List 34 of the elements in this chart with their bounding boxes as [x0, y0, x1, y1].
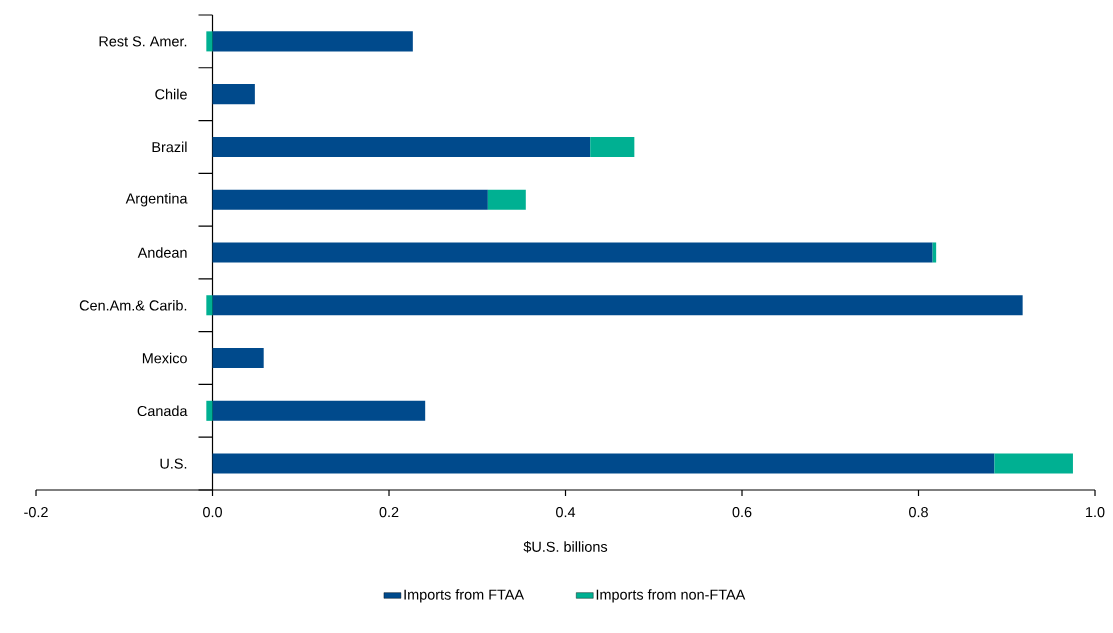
- y-tick-label: Brazil: [152, 141, 187, 153]
- bar: [212, 84, 255, 105]
- bar: [206, 295, 213, 316]
- x-tick-label: 0.0: [203, 506, 222, 518]
- x-tick-label: 0.4: [556, 506, 576, 518]
- legend-label: Imports from non-FTAA: [596, 589, 746, 603]
- bar: [206, 400, 213, 421]
- bar: [212, 400, 426, 421]
- x-tick-label: 0.6: [732, 506, 752, 518]
- x-tick-label: 0.8: [909, 506, 928, 518]
- x-tick-label: 1.0: [1086, 506, 1105, 518]
- y-tick-label: Canada: [137, 405, 188, 417]
- bar: [212, 348, 264, 369]
- bar: [212, 189, 488, 210]
- x-tick-label: 0.2: [379, 506, 399, 518]
- x-tick-label: -0.2: [24, 506, 48, 518]
- bar: [212, 242, 933, 263]
- bar: [487, 189, 526, 210]
- bar: [994, 453, 1073, 474]
- y-tick-label: Chile: [155, 88, 187, 100]
- y-tick-label: Andean: [137, 247, 187, 258]
- bar: [212, 453, 995, 474]
- bar: [212, 31, 413, 52]
- bar: [212, 136, 591, 157]
- legend-label: Imports from FTAA: [404, 589, 525, 603]
- x-axis-title: $U.S. billions: [523, 541, 608, 553]
- y-tick-label: Rest S. Amer.: [99, 36, 187, 47]
- bar: [206, 31, 213, 52]
- bar: [590, 136, 635, 157]
- y-tick-label: U.S.: [160, 458, 187, 469]
- y-tick-label: Mexico: [142, 352, 187, 364]
- y-tick-label: Cen.Am.& Carib.: [79, 299, 187, 311]
- bar: [212, 295, 1023, 316]
- y-tick-label: Argentina: [125, 192, 188, 207]
